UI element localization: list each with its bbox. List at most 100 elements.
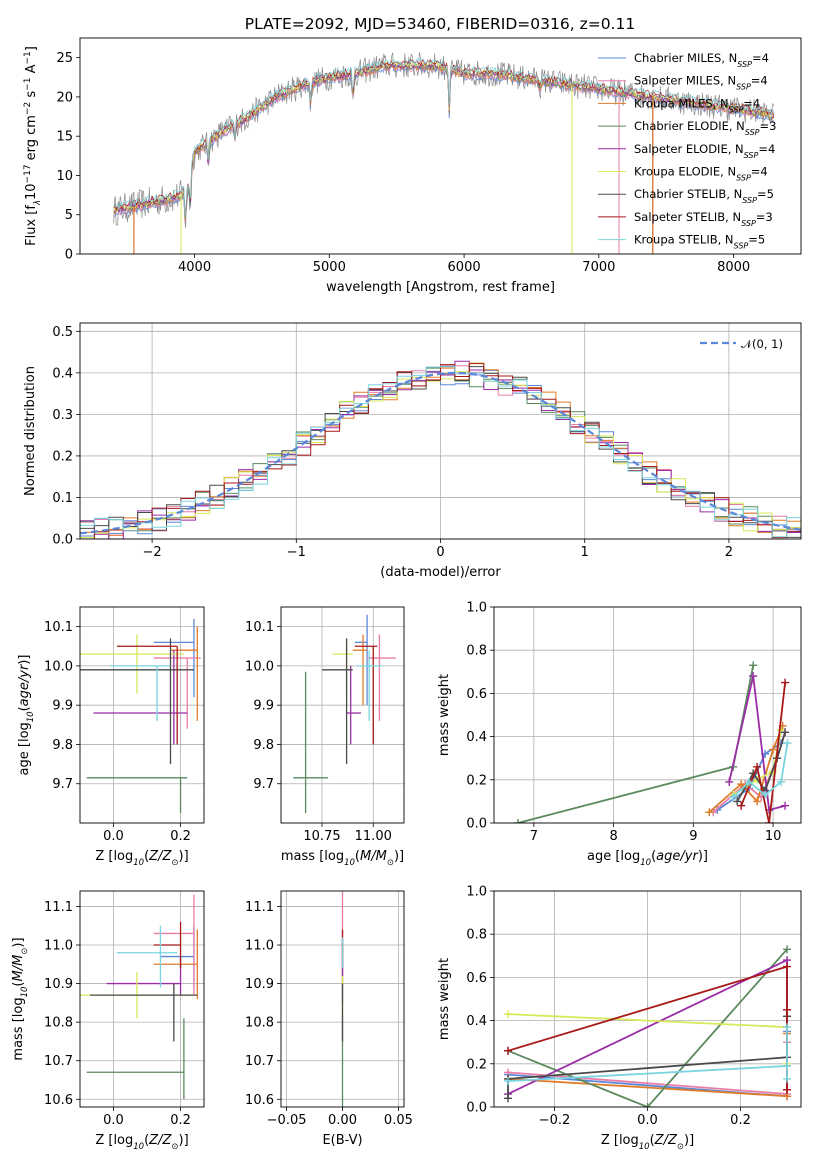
weight-marker-7-3: [781, 678, 790, 687]
x-tick-label-1: 5000: [313, 260, 346, 275]
legend-label-1: Salpeter MILES, NSSP=4: [634, 74, 768, 92]
y-tick-label-2: 10.8: [245, 1016, 274, 1031]
weight-vs-Z-panel: −0.2 0.0 0.2 0.0 0.2 0.4 0.6 0.8 1.0 Z [log10(Z/Z…: [437, 885, 802, 1152]
x-tick-label-4: 8000: [717, 260, 750, 275]
axes-frame: [493, 606, 802, 824]
weight-line-8: [507, 1027, 788, 1082]
weight-marker-6-0: [503, 1094, 512, 1103]
weight-marker-6-0: [733, 797, 742, 806]
y-axis-label: mass weight: [437, 674, 452, 756]
x-tick-label-2: 6000: [448, 260, 481, 275]
weight-marker-4-1: [749, 672, 758, 681]
y-tick-label-5: 1.0: [466, 885, 487, 900]
y-axis-label: Normed distribution: [23, 366, 38, 496]
y-tick-label-3: 0.3: [52, 408, 73, 423]
x-axis-label: E(B-V): [322, 1133, 362, 1148]
y-tick-label-0: 0.0: [52, 533, 73, 548]
weight-line-3: [507, 948, 788, 1107]
x-tick-label-1: 8: [609, 829, 617, 844]
y-tick-label-4: 11.0: [245, 939, 274, 954]
x-tick-label-0: 0.0: [103, 1113, 124, 1128]
x-tick-label-1: −1: [287, 545, 306, 560]
y-tick-label-4: 20: [56, 90, 73, 105]
y-tick-label-3: 10.9: [245, 977, 274, 992]
y-tick-label-3: 10.0: [44, 659, 73, 674]
y-tick-label-2: 10: [56, 169, 73, 184]
y-tick-label-1: 9.8: [253, 738, 274, 753]
weight-marker-8-1: [745, 777, 754, 786]
y-axis-label: Flux [fλ10−17 erg cm−2 s−1 A−1]: [23, 46, 43, 246]
x-axis-label: mass [log10(M/M⊙)]: [281, 849, 404, 868]
weight-line-4: [728, 675, 786, 812]
y-tick-label-0: 10.6: [245, 1093, 274, 1108]
axes-frame: [493, 890, 802, 1108]
axes-frame: [79, 890, 205, 1108]
weight-line-3: [517, 665, 755, 823]
legend-label-3: Chabrier ELODIE, NSSP=3: [634, 119, 776, 137]
y-tick-label-3: 0.6: [466, 687, 487, 702]
weight-marker-7-0: [737, 801, 746, 810]
weight-marker-8-0: [729, 793, 738, 802]
legend-label-5: Kroupa ELODIE, NSSP=4: [634, 165, 768, 183]
x-axis-label: wavelength [Angstrom, rest frame]: [326, 280, 555, 295]
x-axis-label: age [log10(age/yr)]: [587, 849, 708, 868]
x-tick-label-3: 1: [581, 545, 589, 560]
y-tick-label-1: 0.1: [52, 491, 73, 506]
x-tick-label-4: 2: [725, 545, 733, 560]
weight-vs-age-panel: 7 8 9 10 0.0 0.2 0.4 0.6 0.8 1.0 age [log10(age/yr…: [437, 601, 802, 868]
y-tick-label-2: 10.8: [44, 1016, 73, 1031]
weight-marker-3-2: [749, 661, 758, 670]
weight-marker-8-0: [503, 1077, 512, 1086]
normal-curve: [80, 371, 801, 535]
weight-marker-3-1: [643, 1103, 652, 1107]
y-tick-label-1: 10.7: [44, 1054, 73, 1069]
spectrum-lines: [113, 52, 775, 254]
axes-frame: [280, 890, 405, 1108]
weight-marker-3-0: [513, 819, 522, 823]
x-tick-label-1: 11.00: [355, 829, 392, 844]
y-tick-label-2: 0.2: [52, 449, 73, 464]
y-tick-label-4: 10.1: [245, 620, 274, 635]
weight-marker-4-3: [781, 801, 790, 810]
y-tick-label-1: 0.2: [466, 773, 487, 788]
x-tick-label-0: 10.75: [303, 829, 340, 844]
y-axis-label: mass [log10(M/M⊙)]: [11, 937, 30, 1060]
age-vs-Z-errorbars: [80, 618, 201, 814]
legend-label-7: Salpeter STELIB, NSSP=3: [634, 210, 773, 228]
y-tick-label-4: 0.4: [52, 366, 73, 381]
age-vs-Z-panel: 0.0 0.2 9.7 9.8 9.9 10.0 10.1 Z [log10(Z/Z⊙)] ag…: [17, 606, 205, 868]
y-tick-label-5: 1.0: [466, 601, 487, 616]
y-tick-label-1: 0.2: [466, 1057, 487, 1072]
weight-marker-2-1: [737, 780, 746, 789]
x-tick-label-1: 0.0: [637, 1113, 658, 1128]
histograms: [80, 360, 801, 539]
weight-marker-6-4: [781, 728, 790, 737]
weight-marker-7-1: [753, 762, 762, 771]
y-axis-label: mass weight: [437, 958, 452, 1040]
weight-marker-8-4: [783, 739, 792, 748]
y-tick-label-5: 0.5: [52, 325, 73, 340]
spectrum-panel: 4000 5000 6000 7000 8000 0 5 10 15 20 25 wavelength…: [23, 37, 802, 295]
y-tick-label-0: 9.7: [52, 777, 73, 792]
y-tick-label-5: 11.1: [44, 900, 73, 915]
x-tick-label-3: 7000: [582, 260, 615, 275]
weight-marker-4-0: [725, 777, 734, 786]
weight-vs-Z-lines: [503, 945, 792, 1107]
x-axis-label: Z [log10(Z/Z⊙)]: [95, 1133, 188, 1152]
y-tick-label-0: 10.6: [44, 1093, 73, 1108]
y-tick-label-5: 11.1: [245, 900, 274, 915]
y-tick-label-4: 0.8: [466, 644, 487, 659]
x-tick-label-0: −2: [143, 545, 162, 560]
y-tick-label-2: 0.4: [466, 1014, 487, 1029]
y-tick-label-1: 5: [65, 208, 73, 223]
spectrum-observed: [113, 52, 774, 229]
x-tick-label-1: 0.2: [170, 829, 191, 844]
y-tick-label-4: 0.8: [466, 928, 487, 943]
weight-marker-2-0: [705, 808, 714, 817]
weight-vs-age-lines: [513, 661, 792, 823]
mass-vs-Z-errorbars: [80, 894, 198, 1100]
mass-vs-EBV-panel: −0.05 0.00 0.05 10.6 10.7 10.8 10.9 11.0 11.1 E(B…: [245, 890, 413, 1148]
y-tick-label-2: 9.9: [253, 699, 274, 714]
x-axis-label: Z [log10(Z/Z⊙)]: [601, 1133, 694, 1152]
weight-marker-8-2: [761, 790, 770, 799]
